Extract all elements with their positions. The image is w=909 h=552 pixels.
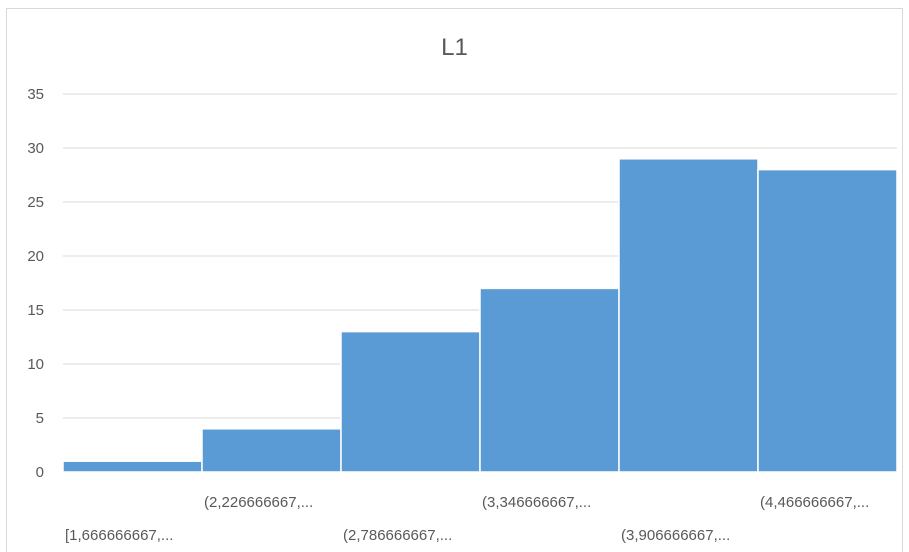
x-category-label: (2,226666667,... bbox=[204, 494, 313, 511]
histogram-bar bbox=[62, 460, 203, 473]
x-axis-labels: [1,666666667,... (2,226666667,... (2,78666… bbox=[65, 494, 869, 544]
histogram-bar bbox=[757, 168, 898, 473]
x-category-label: (4,466666667,... bbox=[760, 494, 869, 511]
y-tick-label: 5 bbox=[36, 410, 44, 427]
histogram-bar bbox=[618, 158, 759, 473]
y-tick-label: 20 bbox=[27, 248, 44, 265]
y-tick-label: 10 bbox=[27, 356, 44, 373]
y-tick-label: 15 bbox=[27, 302, 44, 319]
x-category-label: (2,786666667,... bbox=[343, 527, 452, 544]
chart-title: L1 bbox=[441, 34, 468, 61]
chart-area bbox=[6, 8, 903, 552]
x-category-label: (3,906666667,... bbox=[621, 527, 730, 544]
y-tick-label: 35 bbox=[27, 86, 44, 103]
y-tick-label: 25 bbox=[27, 194, 44, 211]
x-category-label: [1,666666667,... bbox=[65, 527, 173, 544]
y-tick-label: 30 bbox=[27, 140, 44, 157]
histogram-bar bbox=[340, 330, 481, 473]
y-tick-label: 0 bbox=[36, 464, 44, 481]
y-axis-ticks: 0 5 10 15 20 25 30 35 bbox=[27, 86, 44, 481]
histogram-bar bbox=[479, 287, 620, 473]
histogram-bar bbox=[201, 428, 342, 473]
x-category-label: (3,346666667,... bbox=[482, 494, 591, 511]
bars bbox=[62, 158, 898, 473]
